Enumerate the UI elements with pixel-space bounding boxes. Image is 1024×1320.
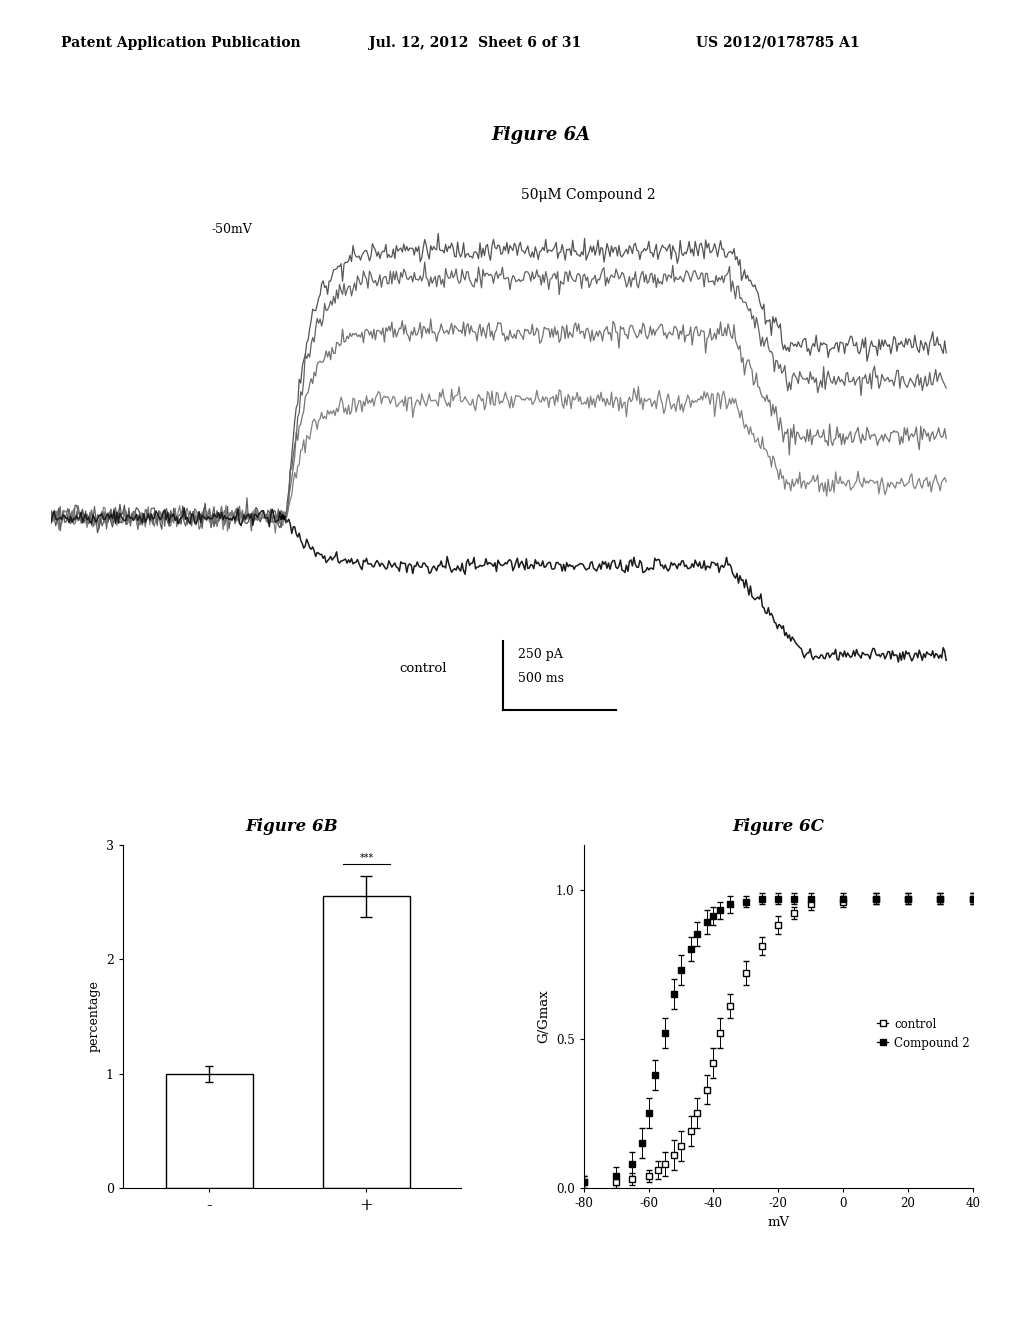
Text: US 2012/0178785 A1: US 2012/0178785 A1: [696, 36, 860, 50]
Text: ***: ***: [359, 853, 374, 863]
Text: Figure 6A: Figure 6A: [492, 127, 591, 144]
Y-axis label: G/Gmax: G/Gmax: [538, 990, 550, 1043]
Text: Jul. 12, 2012  Sheet 6 of 31: Jul. 12, 2012 Sheet 6 of 31: [369, 36, 581, 50]
Title: Figure 6B: Figure 6B: [246, 818, 338, 836]
Text: 250 pA: 250 pA: [517, 648, 562, 661]
Bar: [324, 896, 410, 1188]
Text: Patent Application Publication: Patent Application Publication: [61, 36, 301, 50]
Text: 500 ms: 500 ms: [517, 672, 563, 685]
Bar: [166, 1073, 253, 1188]
Legend: control, Compound 2: control, Compound 2: [871, 1012, 975, 1055]
Text: control: control: [399, 661, 447, 675]
Title: Figure 6C: Figure 6C: [732, 818, 824, 836]
Y-axis label: percentage: percentage: [87, 981, 100, 1052]
X-axis label: mV: mV: [767, 1216, 790, 1229]
Text: -50mV: -50mV: [211, 223, 252, 236]
Text: 50μM Compound 2: 50μM Compound 2: [521, 187, 655, 202]
